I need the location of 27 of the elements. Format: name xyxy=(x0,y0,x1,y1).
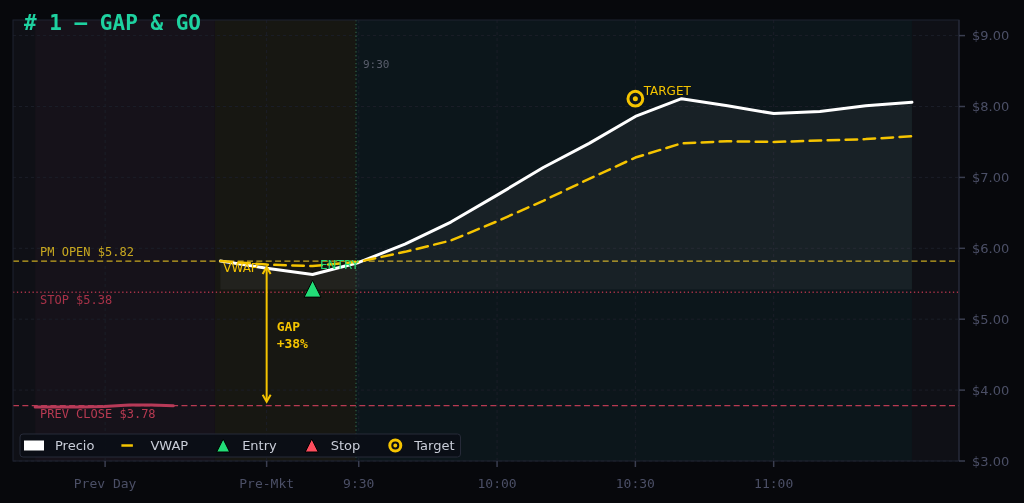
annotation: ENTRY xyxy=(320,258,360,273)
annotation: VWAP xyxy=(223,261,259,276)
ref-line-label: 9:30 xyxy=(362,57,390,71)
ref-line-label: PREV CLOSE $3.78 xyxy=(40,406,156,421)
x-tick-label: Prev Day xyxy=(73,475,137,491)
y-tick-label: $6.00 xyxy=(972,240,1010,256)
y-tick-label: $9.00 xyxy=(972,28,1010,44)
y-tick-label: $8.00 xyxy=(972,99,1010,114)
x-tick-label: 9:30 xyxy=(343,475,375,491)
legend-label: Stop xyxy=(330,438,361,453)
annotation: GAP +38% xyxy=(276,318,309,351)
y-tick-label: $4.00 xyxy=(972,382,1010,398)
legend-label: Precio xyxy=(55,438,95,453)
legend-label: VWAP xyxy=(150,438,189,453)
legend-label: Entry xyxy=(242,438,278,453)
legend-label: Target xyxy=(413,438,455,453)
chart-title: # 1 — GAP & GO xyxy=(24,11,202,35)
ref-line-label: STOP $5.38 xyxy=(40,293,113,308)
ref-line-label: PM OPEN $5.82 xyxy=(40,245,134,260)
x-tick-label: 11:00 xyxy=(754,475,794,491)
y-tick-label: $3.00 xyxy=(972,453,1010,469)
x-tick-label: 10:30 xyxy=(615,475,655,491)
y-tick-label: $5.00 xyxy=(972,311,1010,327)
y-tick-label: $7.00 xyxy=(972,169,1010,185)
annotation: TARGET xyxy=(642,83,692,98)
x-tick-label: Pre-Mkt xyxy=(239,475,295,491)
x-tick-label: 10:00 xyxy=(477,475,517,491)
